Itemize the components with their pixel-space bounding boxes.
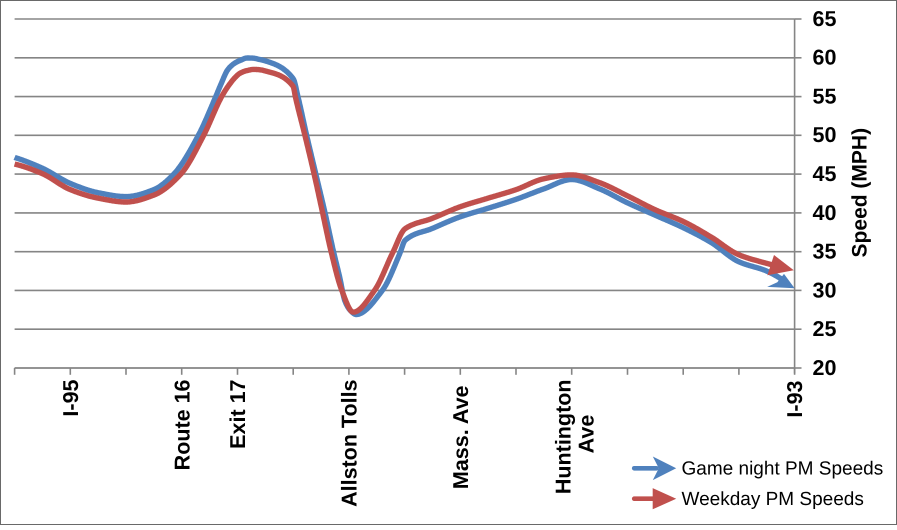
svg-text:Huntington: Huntington xyxy=(551,380,575,495)
svg-text:Mass. Ave: Mass. Ave xyxy=(449,385,473,489)
svg-text:I-95: I-95 xyxy=(59,379,83,416)
svg-text:I-93: I-93 xyxy=(783,380,807,417)
svg-text:50: 50 xyxy=(813,123,837,147)
svg-text:Weekday PM Speeds: Weekday PM Speeds xyxy=(682,489,864,510)
svg-text:20: 20 xyxy=(813,356,837,380)
svg-text:45: 45 xyxy=(813,162,837,186)
svg-text:Speed (MPH): Speed (MPH) xyxy=(849,128,872,258)
svg-text:Game night PM Speeds: Game night PM Speeds xyxy=(682,459,884,480)
svg-text:30: 30 xyxy=(813,278,837,302)
svg-text:25: 25 xyxy=(813,317,837,341)
svg-text:65: 65 xyxy=(813,7,837,31)
svg-text:Exit 17: Exit 17 xyxy=(226,379,250,448)
svg-text:Route 16: Route 16 xyxy=(170,379,194,470)
svg-text:40: 40 xyxy=(813,201,837,225)
svg-text:35: 35 xyxy=(813,240,837,264)
svg-text:Ave: Ave xyxy=(574,415,598,454)
svg-text:60: 60 xyxy=(813,46,837,70)
svg-text:Allston Tolls: Allston Tolls xyxy=(338,379,362,506)
svg-text:55: 55 xyxy=(813,85,837,109)
